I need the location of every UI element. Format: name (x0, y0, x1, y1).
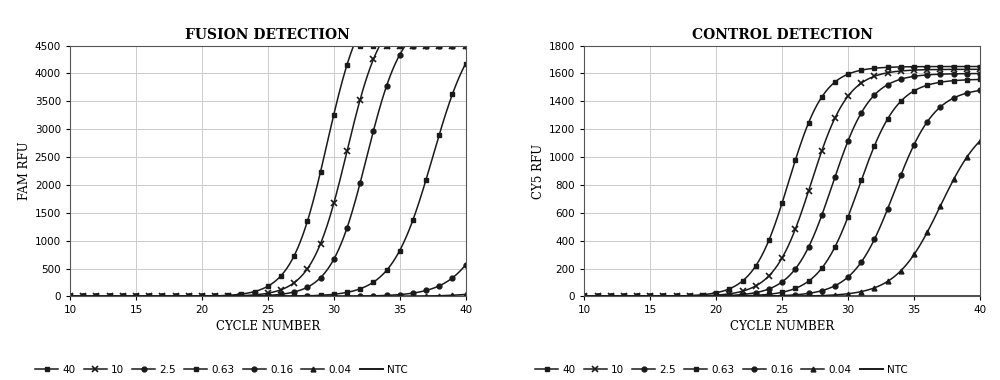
X-axis label: CYCLE NUMBER: CYCLE NUMBER (216, 320, 320, 332)
Title: FUSION DETECTION: FUSION DETECTION (185, 28, 350, 42)
X-axis label: CYCLE NUMBER: CYCLE NUMBER (730, 320, 834, 332)
Legend: 40, 10, 2.5, 0.63, 0.16, 0.04, NTC: 40, 10, 2.5, 0.63, 0.16, 0.04, NTC (535, 365, 908, 375)
Y-axis label: FAM RFU: FAM RFU (18, 142, 31, 200)
Y-axis label: CY5 RFU: CY5 RFU (532, 143, 545, 199)
Legend: 40, 10, 2.5, 0.63, 0.16, 0.04, NTC: 40, 10, 2.5, 0.63, 0.16, 0.04, NTC (35, 365, 408, 375)
Title: CONTROL DETECTION: CONTROL DETECTION (692, 28, 873, 42)
